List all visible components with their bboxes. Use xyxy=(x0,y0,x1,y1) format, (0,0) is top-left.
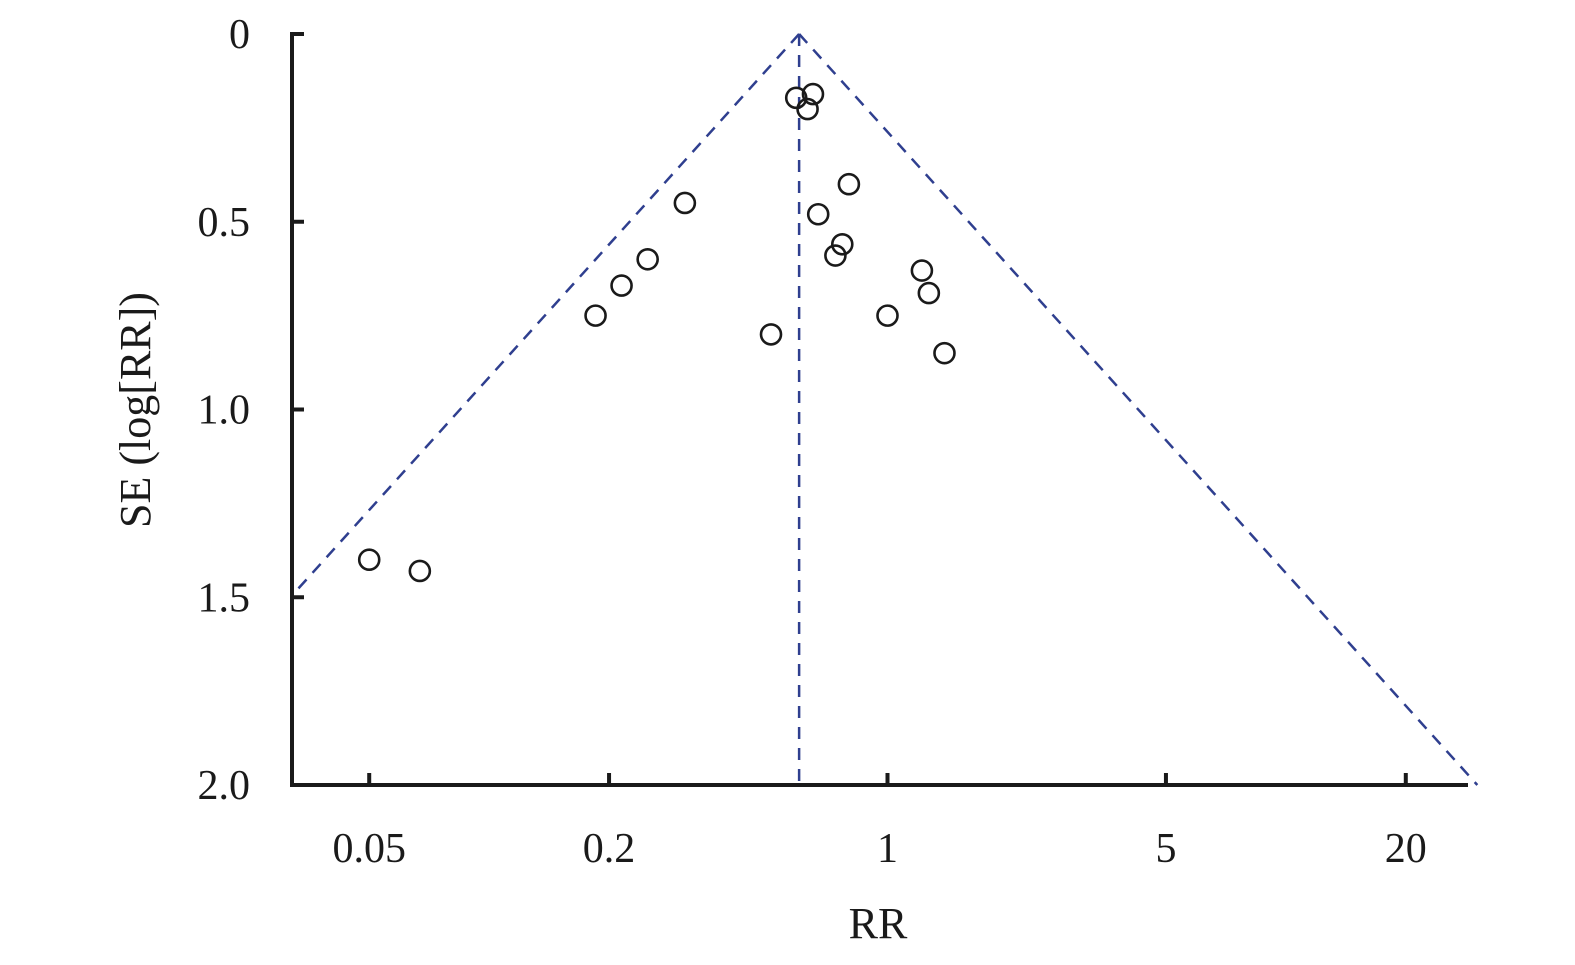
study-point xyxy=(830,232,854,256)
funnel-lines xyxy=(291,33,1479,786)
study-point xyxy=(801,82,825,106)
study-point xyxy=(824,244,847,267)
study-point xyxy=(636,247,659,271)
study-point xyxy=(876,304,899,327)
funnel-right-line xyxy=(798,33,1479,786)
study-point xyxy=(933,341,956,365)
study-point xyxy=(917,281,941,305)
y-tick-label: 2.0 xyxy=(198,763,251,809)
y-axis-title: SE (log[RR]) xyxy=(111,292,160,528)
study-point xyxy=(357,548,381,572)
study-point xyxy=(759,323,783,346)
funnel-left-line xyxy=(291,33,801,597)
study-point xyxy=(673,191,697,215)
x-axis-title: RR xyxy=(849,899,908,948)
x-tick-label: 0.05 xyxy=(332,826,406,872)
x-tick-label: 0.2 xyxy=(583,826,636,872)
y-tick-label: 1.0 xyxy=(198,388,251,434)
study-point xyxy=(784,86,808,110)
x-tick-label: 1 xyxy=(877,826,898,872)
ticks: 0 0.5 1.0 1.5 2.0 0.05 0.2 1 5 20 xyxy=(198,12,1427,872)
study-point xyxy=(796,97,819,121)
x-tick-label: 20 xyxy=(1385,826,1427,872)
y-tick-label: 0 xyxy=(229,12,250,58)
study-point xyxy=(837,172,861,196)
y-tick-label: 1.5 xyxy=(198,575,251,621)
x-tick-label: 5 xyxy=(1155,826,1176,872)
study-point xyxy=(408,559,432,583)
study-point xyxy=(806,202,830,226)
study-point xyxy=(584,304,607,327)
study-point xyxy=(610,274,633,297)
axes xyxy=(290,34,1468,787)
y-tick-label: 0.5 xyxy=(198,200,251,246)
study-points xyxy=(357,82,956,583)
study-point xyxy=(910,259,934,282)
